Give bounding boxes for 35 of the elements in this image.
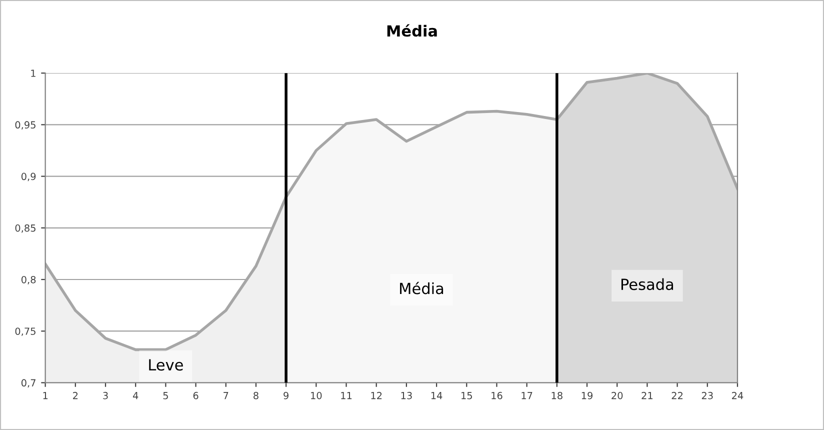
series-label: Leve (149, 359, 183, 371)
x-tick-label: 11 (341, 392, 352, 400)
x-tick-label: 19 (582, 392, 593, 400)
x-tick-label: 2 (73, 392, 78, 400)
x-tick-label: 3 (103, 392, 108, 400)
x-tick-label: 14 (431, 392, 442, 400)
y-tick-label: 0,85 (15, 224, 36, 233)
x-tick-label: 20 (612, 392, 623, 400)
x-tick-label: 23 (702, 392, 713, 400)
x-tick-label: 17 (522, 392, 532, 400)
x-tick-label: 24 (732, 392, 744, 400)
x-tick-label: 9 (284, 392, 288, 400)
x-tick-label: 15 (462, 392, 472, 400)
x-tick-label: 18 (552, 392, 562, 400)
x-tick-label: 1 (43, 392, 48, 400)
x-tick-label: 16 (492, 392, 502, 400)
x-tick-label: 13 (401, 392, 412, 400)
x-tick-label: 22 (672, 392, 683, 400)
x-tick-label: 10 (311, 392, 322, 400)
y-tick-label: 0,75 (15, 328, 36, 336)
x-tick-label: 12 (371, 392, 382, 400)
y-tick-label: 1 (31, 70, 36, 77)
y-tick-label: 0,95 (15, 121, 36, 130)
x-tick-label: 6 (193, 392, 198, 400)
series-label: Pesada (621, 278, 674, 290)
x-tick-label: 4 (132, 392, 138, 400)
x-tick-label: 21 (642, 392, 652, 400)
series-label: Média (400, 282, 444, 294)
y-tick-label: 0,8 (21, 276, 36, 284)
y-tick-label: 0,7 (21, 379, 36, 388)
y-tick-label: 0,9 (21, 172, 36, 182)
x-tick-label: 8 (254, 392, 258, 400)
x-tick-label: 5 (163, 392, 168, 400)
chart-title: Média (387, 24, 437, 37)
x-tick-label: 7 (224, 392, 228, 400)
